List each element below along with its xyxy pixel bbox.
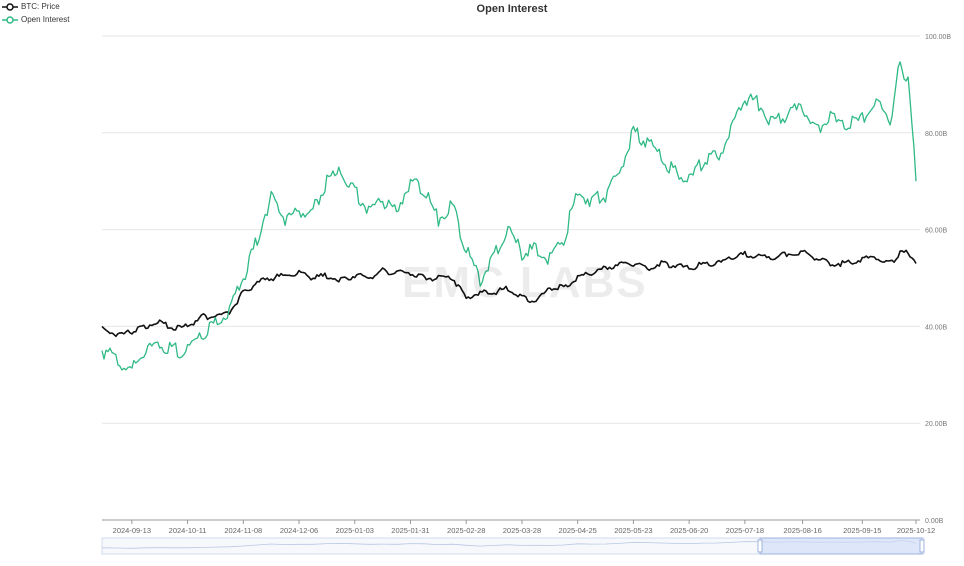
legend-marker-icon <box>2 2 18 11</box>
y-tick-label: 80.00B <box>925 131 948 138</box>
y-axis: 0.00B 20.00B 40.00B 60.00B 80.00B 100.00B <box>925 34 951 525</box>
series-line-btc-price <box>101 249 917 338</box>
legend-marker-icon <box>2 15 18 24</box>
watermark: EMC LABS <box>402 258 648 307</box>
x-tick-label: 2025-05-23 <box>614 526 652 535</box>
y-tick-label: 100.00B <box>925 34 951 41</box>
y-tick-label: 40.00B <box>925 324 948 331</box>
x-tick-label: 2024-12-06 <box>280 526 318 535</box>
x-tick-label: 2024-11-08 <box>224 526 262 535</box>
zoom-window[interactable] <box>759 537 923 555</box>
x-tick-label: 2025-09-15 <box>843 526 881 535</box>
zoom-handle-left[interactable] <box>757 539 763 553</box>
x-tick-label: 2024-10-11 <box>169 526 207 535</box>
x-tick-label: 2025-07-18 <box>726 526 764 535</box>
series-lines <box>101 61 917 371</box>
series-line-open-interest <box>101 61 917 371</box>
legend-label: Open Interest <box>21 15 70 24</box>
x-tick-label: 2025-03-28 <box>503 526 541 535</box>
x-tick-label: 2025-08-16 <box>783 526 821 535</box>
x-tick-label: 2025-01-31 <box>391 526 429 535</box>
x-tick-label: 2024-09-13 <box>113 526 151 535</box>
zoom-slider[interactable] <box>101 537 925 555</box>
legend-label: BTC: Price <box>21 2 60 11</box>
chart-title: Open Interest <box>476 3 548 15</box>
x-tick-label: 2025-10-12 <box>897 526 935 535</box>
x-tick-label: 2025-01-03 <box>336 526 374 535</box>
y-tick-label: 60.00B <box>925 228 948 235</box>
y-tick-label: 0.00B <box>925 518 944 525</box>
y-tick-label: 20.00B <box>925 421 948 428</box>
zoom-handle-right[interactable] <box>919 539 925 553</box>
legend: BTC: Price Open Interest <box>2 0 69 26</box>
x-axis: 2024-09-13 2024-10-11 2024-11-08 2024-12-06… <box>102 519 935 535</box>
legend-item-btc-price[interactable]: BTC: Price <box>2 0 69 13</box>
x-tick-label: 2025-02-28 <box>447 526 485 535</box>
x-tick-label: 2025-04-25 <box>558 526 596 535</box>
legend-item-open-interest[interactable]: Open Interest <box>2 13 69 26</box>
x-tick-label: 2025-06-20 <box>670 526 708 535</box>
